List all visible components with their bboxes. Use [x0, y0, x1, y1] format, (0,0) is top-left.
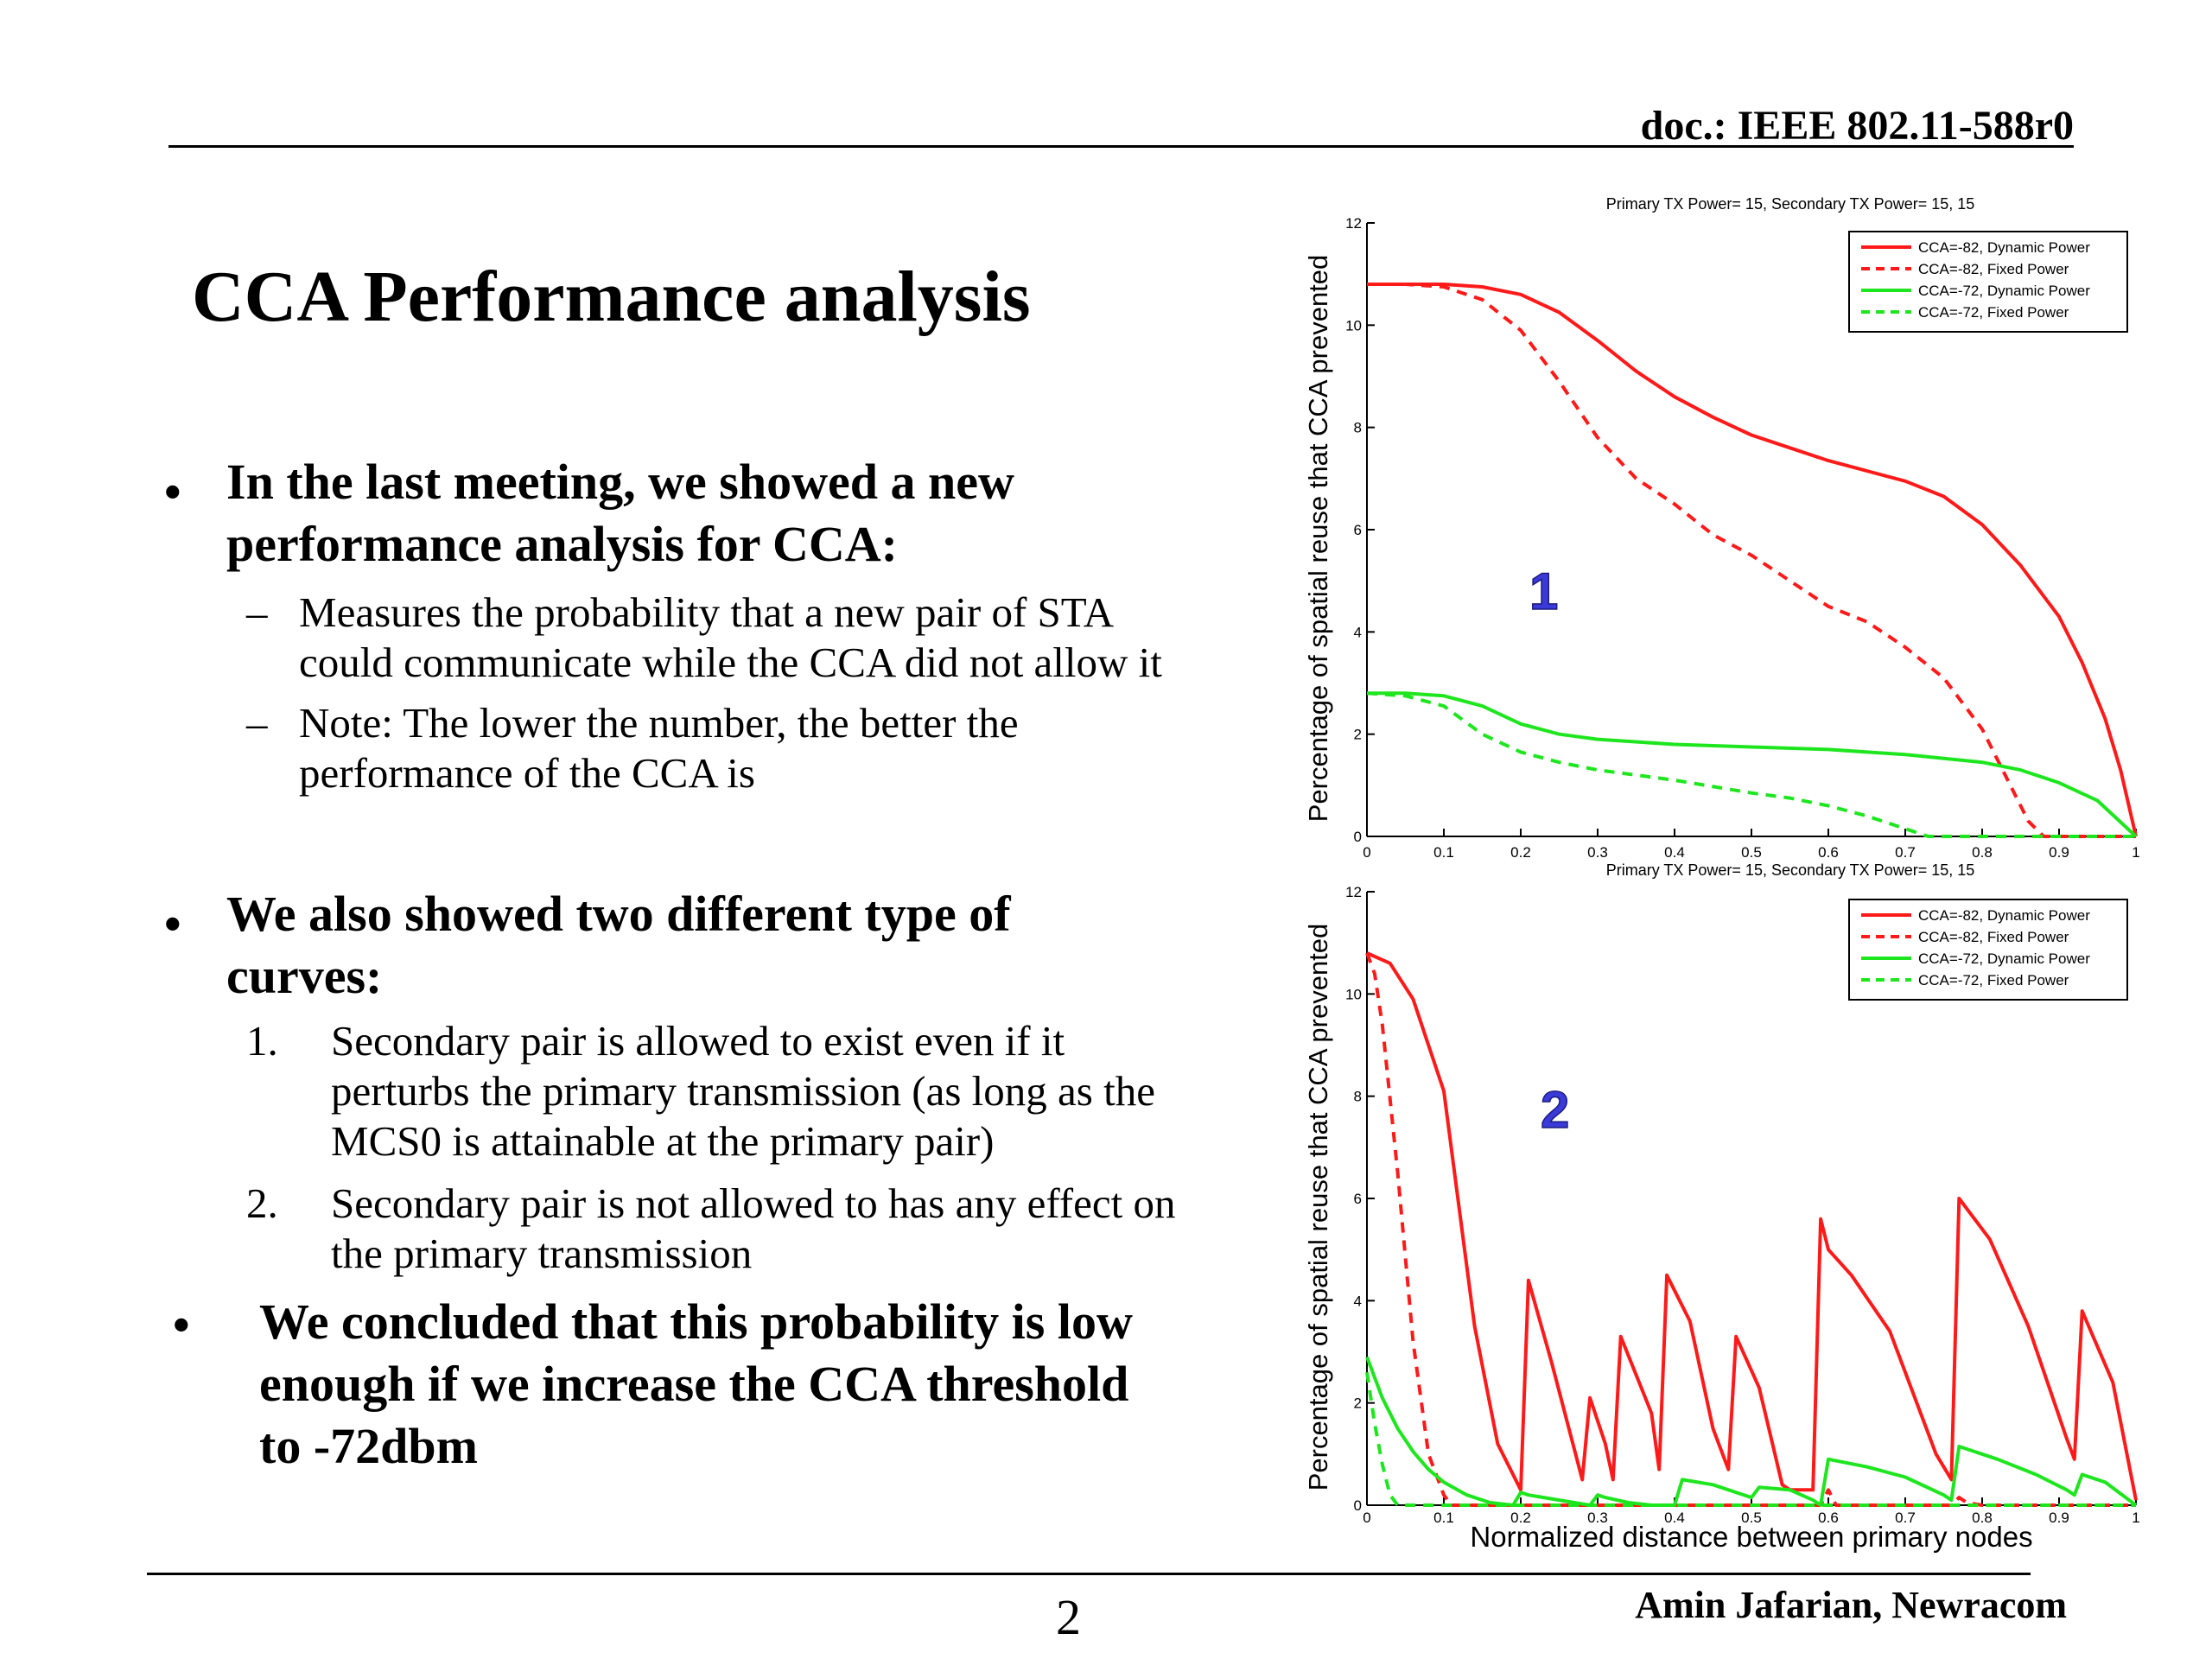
subitem-marker: 1.	[246, 1017, 278, 1065]
legend-label: CCA=-72, Fixed Power	[1918, 304, 2069, 321]
bullet-line: to -72dbm	[259, 1418, 478, 1474]
x-tick-label: 0.3	[1587, 1510, 1608, 1526]
x-tick-label: 0.4	[1664, 1510, 1685, 1526]
chart-annotation-number: 1	[1529, 563, 1558, 620]
x-tick-label: 0.5	[1741, 844, 1762, 861]
subitem-2-2-text: Secondary pair is not allowed to has any…	[331, 1179, 1175, 1279]
y-tick-label: 2	[1354, 727, 1362, 743]
y-tick-label: 12	[1345, 884, 1362, 900]
series-line	[1367, 691, 2138, 838]
chart-annotation-number: 2	[1541, 1081, 1569, 1139]
bullet-line: We also showed two different type of	[226, 886, 1011, 942]
series-line	[1365, 1371, 2136, 1507]
legend-label: CCA=-72, Dynamic Power	[1918, 283, 2090, 299]
bullet-line: In the last meeting, we showed a new	[226, 454, 1014, 510]
subitem-line: Note: The lower the number, the better t…	[299, 699, 1019, 747]
series-line	[1365, 952, 2136, 1507]
subitem-marker: 2.	[246, 1179, 278, 1227]
legend-label: CCA=-72, Dynamic Power	[1918, 950, 2090, 967]
series-line	[1366, 951, 2138, 1501]
chart-title: Primary TX Power= 15, Secondary TX Power…	[1606, 195, 1975, 213]
legend-label: CCA=-82, Fixed Power	[1918, 929, 2069, 945]
chart-title: Primary TX Power= 15, Secondary TX Power…	[1606, 861, 1975, 879]
subitem-line: MCS0 is attainable at the primary pair)	[331, 1117, 995, 1165]
bullet-2-text: We also showed two different type of cur…	[226, 883, 1011, 1007]
x-tick-label: 0.6	[1818, 1510, 1839, 1526]
y-tick-label: 0	[1354, 1497, 1362, 1514]
y-tick-label: 0	[1354, 829, 1362, 845]
subitem-line: the primary transmission	[331, 1230, 753, 1277]
x-tick-label: 0	[1363, 844, 1370, 861]
subitem-2-1-text: Secondary pair is allowed to exist even …	[331, 1016, 1155, 1166]
subitem-marker: –	[246, 699, 268, 747]
subitem-line: Secondary pair is not allowed to has any…	[331, 1179, 1176, 1227]
subitem-line: perturbs the primary transmission (as lo…	[331, 1067, 1155, 1115]
legend-label: CCA=-72, Fixed Power	[1918, 972, 2069, 988]
y-tick-label: 10	[1345, 317, 1362, 334]
x-tick-label: 0.2	[1510, 844, 1531, 861]
subitem-line: Measures the probability that a new pair…	[299, 588, 1115, 636]
y-tick-label: 2	[1354, 1395, 1362, 1412]
x-tick-label: 0.1	[1433, 1510, 1454, 1526]
x-tick-label: 0.2	[1510, 1510, 1531, 1526]
header-divider	[168, 145, 2074, 148]
series-line	[1365, 1356, 2138, 1507]
document-id: doc.: IEEE 802.11-588r0	[1640, 103, 2074, 149]
x-tick-label: 0.7	[1895, 1510, 1916, 1526]
chart-2: 0 2 4 6 8 10 12 0 0.1 0.2 0.3 0.4 0.5 0.6 0.7 0.8 0.9 1 Pr…	[1303, 861, 2140, 1553]
x-tick-label: 0.7	[1895, 844, 1916, 861]
x-tick-label: 0.5	[1741, 1510, 1762, 1526]
x-tick-label: 0.9	[2049, 844, 2069, 861]
subitem-1-2-text: Note: The lower the number, the better t…	[299, 698, 1019, 798]
x-tick-label: 0.8	[1972, 1510, 1993, 1526]
legend-label: CCA=-82, Dynamic Power	[1918, 239, 2090, 256]
y-tick-label: 8	[1354, 1089, 1362, 1105]
x-tick-label: 0.6	[1818, 844, 1839, 861]
x-tick-label: 0.4	[1664, 844, 1685, 861]
subitem-line: could communicate while the CCA did not …	[299, 639, 1162, 686]
y-tick-label: 6	[1354, 1191, 1362, 1207]
x-tick-label: 1	[2132, 1510, 2139, 1526]
subitem-line: Secondary pair is allowed to exist even …	[331, 1017, 1065, 1065]
bullet-1-text: In the last meeting, we showed a new per…	[226, 451, 1014, 575]
x-axis-label: Normalized distance between primary node…	[1470, 1521, 2032, 1553]
series-line	[1367, 283, 2138, 837]
chart-1: 0 2 4 6 8 10 12 0 0.1 0.2 0.3 0.4 0.5 0.6 0.7 0.8 0.9 1 Pr…	[1303, 195, 2140, 861]
y-tick-label: 4	[1354, 1293, 1362, 1309]
y-tick-label: 6	[1354, 522, 1362, 538]
legend-label: CCA=-82, Fixed Power	[1918, 261, 2069, 277]
bullet-marker: •	[164, 898, 181, 951]
x-tick-label: 0.9	[2049, 1510, 2069, 1526]
subitem-marker: –	[246, 588, 268, 636]
subitem-1-1-text: Measures the probability that a new pair…	[299, 588, 1162, 688]
y-tick-label: 4	[1354, 624, 1362, 640]
series-line	[1367, 283, 2136, 838]
x-tick-label: 0.1	[1433, 844, 1454, 861]
y-axis-label: Percentage of spatial reuse that CCA pre…	[1303, 255, 1333, 823]
footer-divider	[147, 1573, 2031, 1575]
y-tick-label: 10	[1345, 986, 1362, 1002]
subitem-line: performance of the CCA is	[299, 749, 755, 797]
bullet-line: performance analysis for CCA:	[226, 516, 898, 572]
page-number: 2	[1056, 1589, 1081, 1645]
legend-label: CCA=-82, Dynamic Power	[1918, 907, 2090, 924]
y-tick-label: 8	[1354, 420, 1362, 436]
bullet-3-text: We concluded that this probability is lo…	[259, 1291, 1133, 1478]
slide-title: CCA Performance analysis	[192, 257, 1031, 337]
bullet-marker: •	[164, 466, 181, 519]
x-tick-label: 1	[2132, 844, 2139, 861]
x-tick-label: 0.3	[1587, 844, 1608, 861]
bullet-line: We concluded that this probability is lo…	[259, 1294, 1133, 1350]
x-tick-label: 0	[1363, 1510, 1370, 1526]
bullet-line: curves:	[226, 948, 383, 1004]
bullet-line: enough if we increase the CCA threshold	[259, 1356, 1129, 1412]
y-axis-label: Percentage of spatial reuse that CCA pre…	[1303, 924, 1333, 1491]
y-tick-label: 12	[1345, 215, 1362, 232]
series-line	[1366, 691, 2136, 838]
x-tick-label: 0.8	[1972, 844, 1993, 861]
author: Amin Jafarian, Newracom	[1635, 1584, 2067, 1626]
bullet-marker: •	[173, 1299, 190, 1352]
